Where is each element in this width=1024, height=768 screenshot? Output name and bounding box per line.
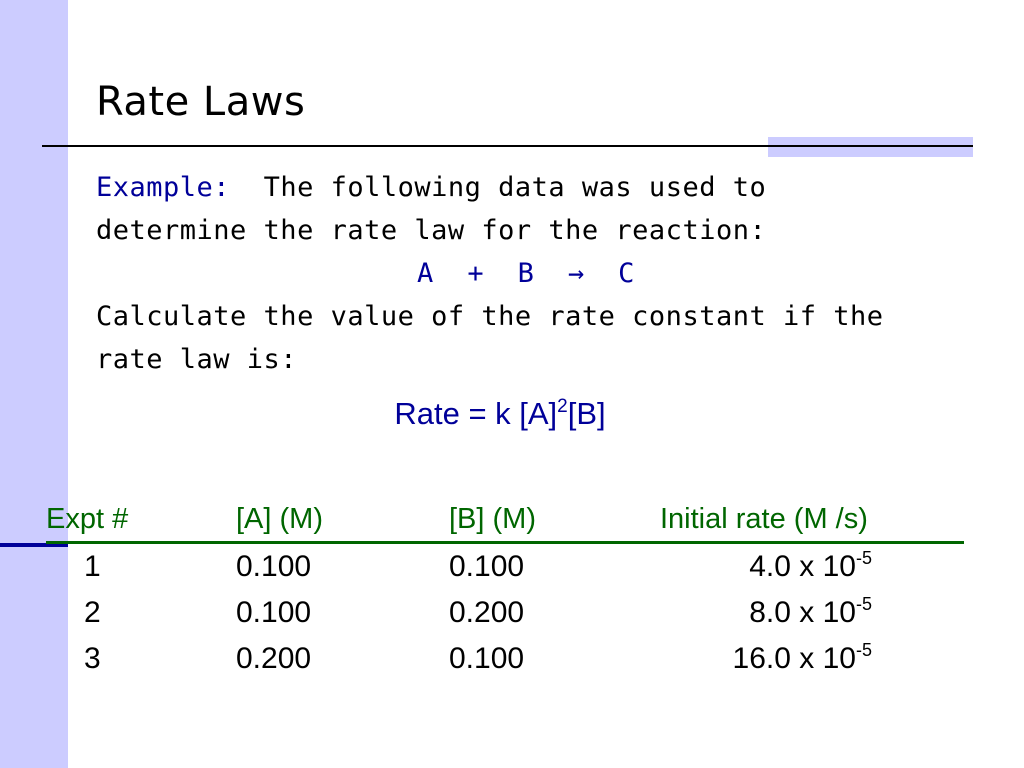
rate-base: 8.0 x 10 — [749, 596, 856, 629]
table-row: 1 0.100 0.100 4.0 x 10-5 — [46, 544, 964, 590]
question-line-1: Calculate the value of the rate constant… — [96, 301, 884, 332]
cell-a-conc: 0.100 — [236, 550, 312, 583]
rate-exponent: -5 — [855, 548, 872, 568]
table-header: Expt # [A] (M) [B] (M) Initial rate (M /… — [46, 497, 964, 544]
cell-a-conc: 0.100 — [236, 596, 312, 629]
cell-b-conc: 0.100 — [449, 550, 525, 583]
left-accent-bar — [0, 0, 68, 768]
cell-expt: 2 — [84, 596, 101, 629]
rate-law-suffix: [B] — [567, 396, 606, 431]
reaction-equation: A + B → C — [96, 252, 956, 295]
rate-law-prefix: Rate = k [A] — [394, 396, 558, 431]
cell-expt: 1 — [84, 550, 101, 583]
header-b-conc: [B] (M) — [449, 503, 536, 535]
reactant-b: B — [517, 258, 535, 289]
header-a-conc: [A] (M) — [236, 503, 323, 535]
plus-sign: + — [467, 258, 485, 289]
intro-line-1: Example: The following data was used to — [96, 166, 956, 209]
cell-b-conc: 0.200 — [449, 596, 525, 629]
rate-law-exponent: 2 — [557, 396, 568, 417]
reactant-a: A — [417, 258, 434, 289]
slide-body: Example: The following data was used to … — [96, 166, 956, 381]
cell-a-conc: 0.200 — [236, 642, 312, 675]
question-line-2: rate law is: — [96, 344, 298, 375]
product-c: C — [618, 258, 635, 289]
title-accent-block — [768, 137, 973, 157]
cell-expt: 3 — [84, 642, 101, 675]
arrow-icon: → — [567, 258, 585, 289]
left-accent-underline — [0, 543, 68, 547]
cell-initial-rate: 8.0 x 10-5 — [749, 590, 872, 636]
cell-initial-rate: 16.0 x 10-5 — [733, 636, 872, 682]
rate-exponent: -5 — [855, 640, 872, 660]
rate-law-expression: Rate = k [A]2[B] — [0, 392, 1000, 436]
intro-text-1: The following data was used to — [263, 172, 767, 203]
cell-b-conc: 0.100 — [449, 642, 525, 675]
cell-initial-rate: 4.0 x 10-5 — [749, 544, 872, 590]
header-expt: Expt # — [46, 503, 129, 535]
example-label: Example: — [96, 172, 231, 203]
rate-base: 4.0 x 10 — [749, 550, 856, 583]
title-divider — [42, 145, 973, 147]
table-row: 3 0.200 0.100 16.0 x 10-5 — [46, 636, 964, 682]
intro-line-2: determine the rate law for the reaction: — [96, 215, 767, 246]
rate-exponent: -5 — [855, 594, 872, 614]
slide-title: Rate Laws — [96, 79, 306, 125]
data-table: Expt # [A] (M) [B] (M) Initial rate (M /… — [46, 497, 964, 682]
table-row: 2 0.100 0.200 8.0 x 10-5 — [46, 590, 964, 636]
rate-base: 16.0 x 10 — [732, 642, 856, 675]
header-initial-rate: Initial rate (M /s) — [660, 503, 868, 535]
